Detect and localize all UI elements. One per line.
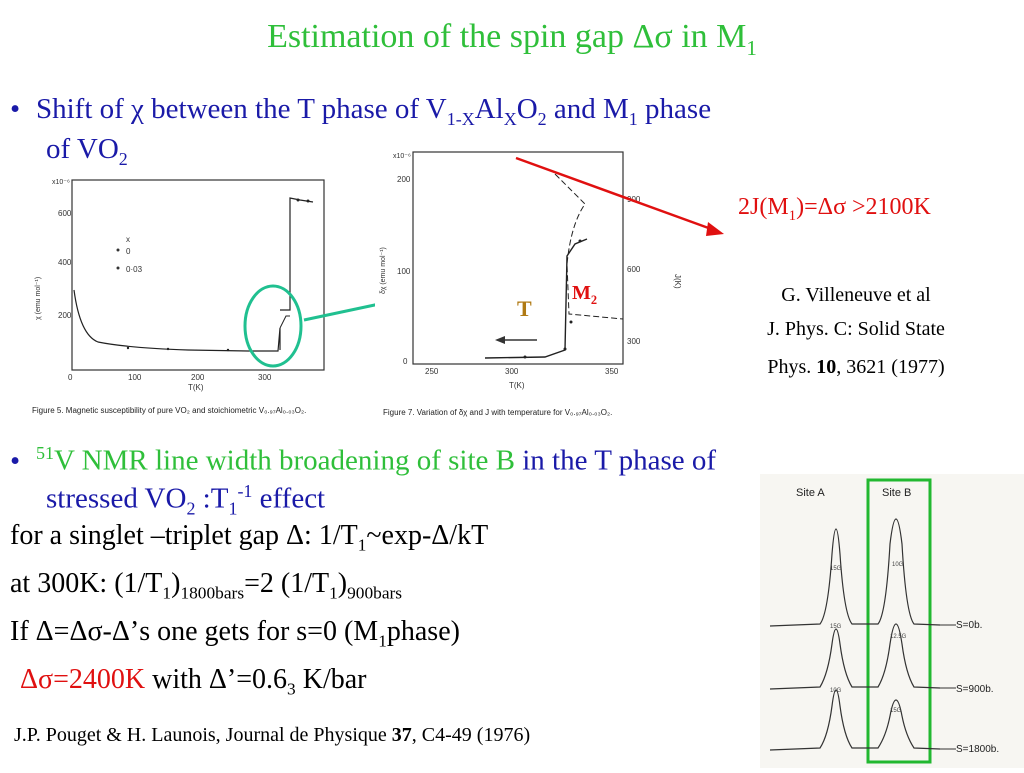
fig2-xlabel: T(K) xyxy=(509,381,525,390)
highlight-ellipse xyxy=(243,284,303,368)
nmr-s1800-label: S=1800b. xyxy=(956,744,999,755)
fig2-xtick-250: 250 xyxy=(425,367,439,376)
fig1-y-unit: x10⁻⁶ xyxy=(52,179,70,186)
fig2-right-label: J(K) xyxy=(673,274,682,289)
reference-pouget: J.P. Pouget & H. Launois, Journal de Phy… xyxy=(14,724,531,746)
fig2-ylabel: δχ (emu mol⁻¹) xyxy=(380,247,387,294)
svg-text:12.5G: 12.5G xyxy=(890,634,907,640)
nmr-site-b-label: Site B xyxy=(882,487,911,499)
fig2-ytick-200: 200 xyxy=(397,175,411,184)
fig1-caption: Figure 5. Magnetic susceptibility of pur… xyxy=(32,406,307,415)
fig2-rtick-600: 600 xyxy=(627,265,641,274)
fig1-legend-r2: 0·03 xyxy=(126,265,143,274)
site-b-highlight-box xyxy=(866,478,932,764)
fig2-ytick-100: 100 xyxy=(397,267,411,276)
fig2-ytick-0: 0 xyxy=(403,357,408,366)
svg-text:10G: 10G xyxy=(830,688,842,694)
label-T-phase: T xyxy=(517,296,532,321)
text-result: Δσ=2400K with Δ’=0.63 K/bar xyxy=(20,664,367,699)
red-arrow xyxy=(515,156,724,236)
nmr-s0-label: S=0b. xyxy=(956,620,982,631)
text-gap-relation: for a singlet –triplet gap Δ: 1/T1~exp-Δ… xyxy=(10,520,489,555)
reference-villeneuve-line3: Phys. 10, 3621 (1977) xyxy=(767,356,945,378)
figure-7-delta-chi: x10⁻⁶ 200 100 0 250 300 350 T(K) δχ (emu… xyxy=(375,144,715,422)
fig1-xlabel: T(K) xyxy=(188,383,204,392)
fig2-caption: Figure 7. Variation of δχ and J with tem… xyxy=(383,408,613,417)
fig1-ylabel: χ (emu mol⁻¹) xyxy=(35,277,42,320)
text-if-delta: If Δ=Δσ-Δ’s one gets for s=0 (M1phase) xyxy=(10,616,460,651)
bullet-nmr-line2: stressed VO2 :T1-1 effect xyxy=(46,481,326,519)
fig2-y-unit: x10⁻⁶ xyxy=(393,153,411,160)
label-M2-phase: M2 xyxy=(572,282,598,307)
nmr-s900-label: S=900b. xyxy=(956,684,994,695)
fig2-rtick-900: 900 xyxy=(627,195,641,204)
bullet-susceptibility-line2: of VO2 xyxy=(46,133,128,169)
nmr-site-a-label: Site A xyxy=(796,487,825,499)
reference-villeneuve-line2: J. Phys. C: Solid State xyxy=(767,318,945,340)
slide-title: Estimation of the spin gap Δσ in M1 xyxy=(267,18,757,60)
fig1-legend-head: x xyxy=(126,235,130,244)
fig2-xtick-300: 300 xyxy=(505,367,519,376)
fig1-legend-r1: 0 xyxy=(126,247,131,256)
reference-villeneuve-line1: G. Villeneuve et al xyxy=(781,284,931,306)
fig1-xtick-300: 300 xyxy=(258,373,272,382)
fig2-xtick-350: 350 xyxy=(605,367,619,376)
svg-text:15G: 15G xyxy=(830,624,842,630)
figure-5-susceptibility: x10⁻⁶ 600 400 200 0 100 200 300 T(K) χ (… xyxy=(28,170,350,420)
svg-text:15G: 15G xyxy=(890,708,902,714)
fig2-rtick-300: 300 xyxy=(627,337,641,346)
fig1-ytick-400: 400 xyxy=(58,258,72,267)
bullet-nmr: • 51V NMR line width broadening of site B… xyxy=(10,443,717,477)
fig1-xtick-100: 100 xyxy=(128,373,142,382)
spin-gap-annotation: 2J(M1)=Δσ >2100K xyxy=(738,194,931,224)
fig1-ytick-200: 200 xyxy=(58,311,72,320)
nmr-spectra-figure: Site A Site B S=0b. S=900b. S=1800b. 15G… xyxy=(760,474,1024,768)
svg-text:15G: 15G xyxy=(830,566,842,572)
fig1-ytick-600: 600 xyxy=(58,209,72,218)
fig1-xtick-200: 200 xyxy=(191,373,205,382)
svg-text:10G: 10G xyxy=(892,562,904,568)
bullet-susceptibility: • Shift of χ between the T phase of V1-XA… xyxy=(10,93,712,129)
text-300k-ratio: at 300K: (1/T1)1800bars=2 (1/T1)900bars xyxy=(10,568,403,603)
fig1-xtick-0: 0 xyxy=(68,373,73,382)
